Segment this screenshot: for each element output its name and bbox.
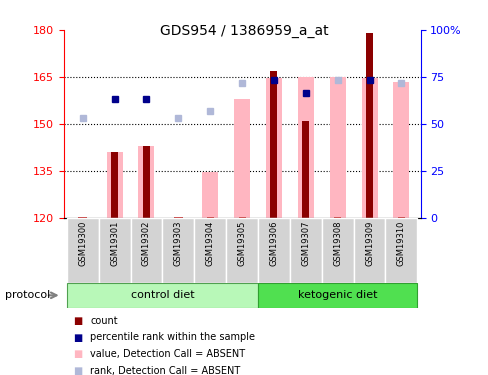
Text: protocol: protocol [5,290,50,300]
Text: count: count [90,316,118,326]
Bar [138,146,154,218]
Bar [297,77,313,218]
Bar [258,283,416,308]
Bar [265,78,281,218]
Bar [111,152,118,217]
Bar [329,77,345,218]
Text: value, Detection Call = ABSENT: value, Detection Call = ABSENT [90,350,245,359]
Text: GSM19305: GSM19305 [237,221,246,266]
Text: ■: ■ [73,350,82,359]
Bar [142,146,150,218]
Bar [130,217,162,283]
Text: GSM19309: GSM19309 [365,221,373,266]
Text: control diet: control diet [130,290,194,300]
Text: rank, Detection Call = ABSENT: rank, Detection Call = ABSENT [90,366,240,375]
Text: percentile rank within the sample: percentile rank within the sample [90,333,255,342]
Text: ketogenic diet: ketogenic diet [297,290,377,300]
Bar [202,172,218,217]
Text: GSM19308: GSM19308 [332,221,342,266]
Bar [234,99,249,218]
Text: GSM19303: GSM19303 [173,221,183,266]
Bar [385,217,416,283]
Bar [353,217,385,283]
Bar [270,70,277,217]
Text: GSM19306: GSM19306 [269,221,278,266]
Text: GSM19301: GSM19301 [110,221,119,266]
Text: GSM19300: GSM19300 [78,221,87,266]
Text: ■: ■ [73,333,82,342]
Text: GDS954 / 1386959_a_at: GDS954 / 1386959_a_at [160,24,328,38]
Bar [361,78,377,218]
Text: GSM19304: GSM19304 [205,221,214,266]
Text: ■: ■ [73,316,82,326]
Text: ■: ■ [73,366,82,375]
Bar [302,121,309,218]
Text: GSM19307: GSM19307 [301,221,310,266]
Text: GSM19302: GSM19302 [142,221,151,266]
Bar [393,82,408,218]
Bar [194,217,225,283]
Bar [366,33,372,218]
Bar [225,217,258,283]
Bar [321,217,353,283]
Bar [106,152,122,217]
Text: GSM19310: GSM19310 [396,221,405,266]
Bar [67,217,99,283]
Bar [258,217,289,283]
Bar [67,283,258,308]
Bar [289,217,321,283]
Bar [99,217,130,283]
Bar [162,217,194,283]
